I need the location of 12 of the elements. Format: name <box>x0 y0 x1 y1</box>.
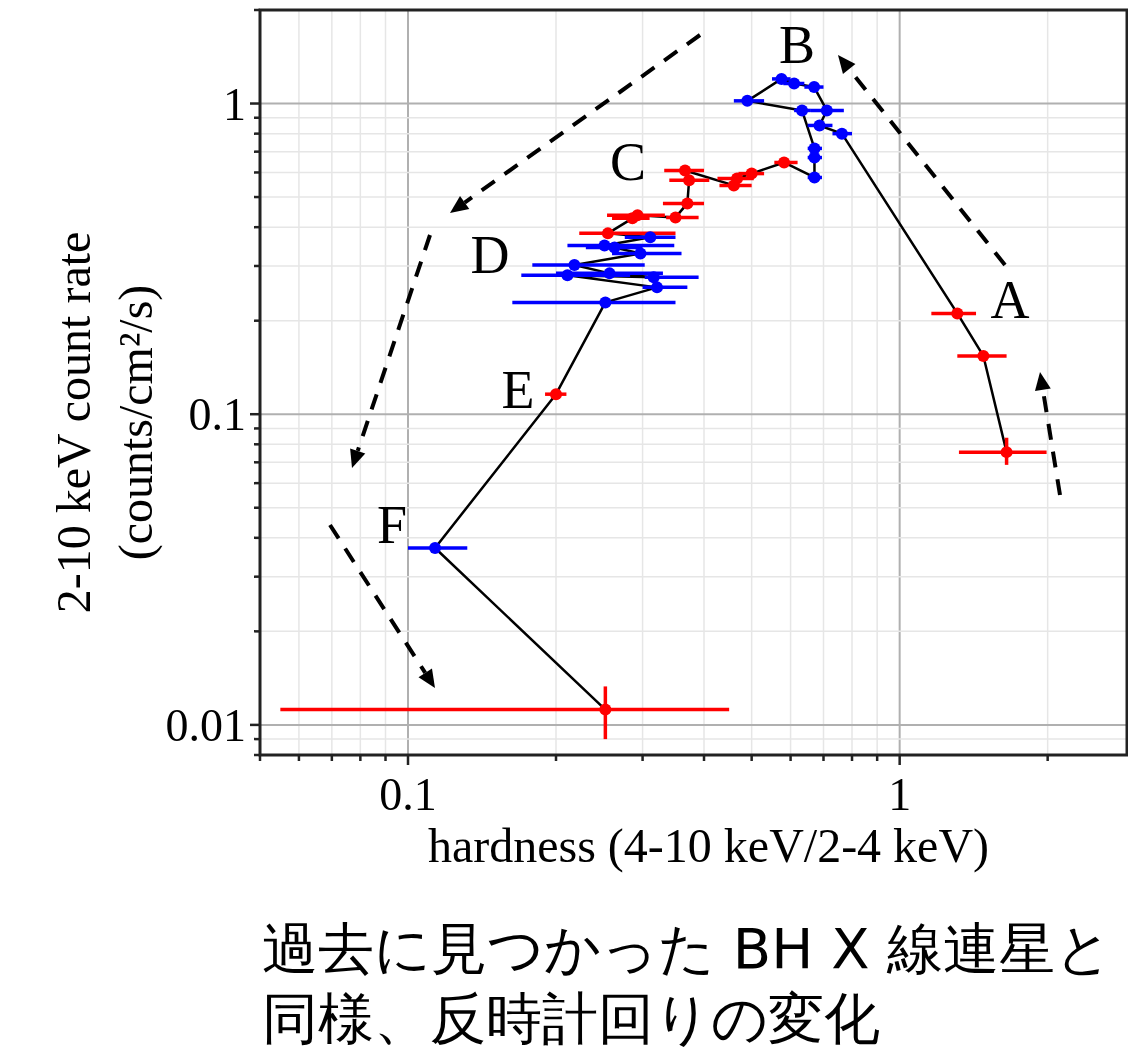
annotation: F <box>376 495 408 555</box>
annotation: E <box>501 360 535 420</box>
y-tick-label: 0.01 <box>165 699 246 751</box>
annotation: C <box>609 132 647 192</box>
annotation: A <box>990 270 1030 330</box>
y-tick-label: 1 <box>223 78 246 130</box>
y-tick-label: 0.1 <box>188 389 246 441</box>
annotation: D <box>470 225 510 285</box>
y-axis-title: 2-10 keV count rate (counts/cm²/s) <box>47 231 163 614</box>
annotation: B <box>778 15 816 75</box>
text: 過去に見つかった BH X 線連星と同様、反時計回りの変化 <box>262 916 1113 1051</box>
x-axis-title: hardness (4-10 keV/2-4 keV) <box>427 819 990 873</box>
